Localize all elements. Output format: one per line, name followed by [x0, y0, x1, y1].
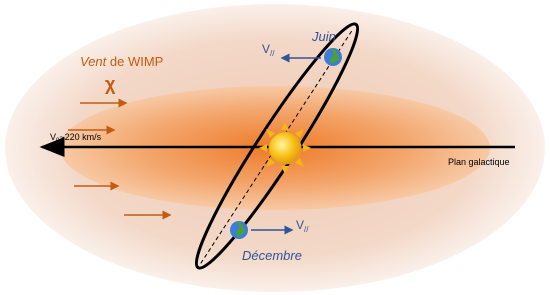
december-label: Décembre: [242, 248, 302, 263]
wind-label-italic: Vent: [80, 54, 108, 69]
earth-december: [230, 221, 248, 239]
diagram: Vent de WIMP χ V0~220 km/s Plan galactiq…: [0, 0, 550, 295]
value: ~220 km/s: [59, 132, 101, 142]
subscript: //: [304, 225, 309, 234]
symbol: V: [296, 218, 304, 232]
earth-june: [324, 48, 342, 66]
sun: [259, 122, 311, 174]
symbol: V: [262, 42, 270, 56]
subscript: //: [270, 49, 275, 58]
plane-label: Plan galactique: [448, 157, 510, 167]
wind-label: Vent de WIMP: [80, 54, 163, 69]
june-label: Juin: [311, 29, 336, 44]
page: Vent de WIMP χ V0~220 km/s Plan galactiq…: [0, 0, 550, 295]
wind-label-rest: de WIMP: [110, 54, 163, 69]
wind-symbol: χ: [105, 74, 116, 94]
